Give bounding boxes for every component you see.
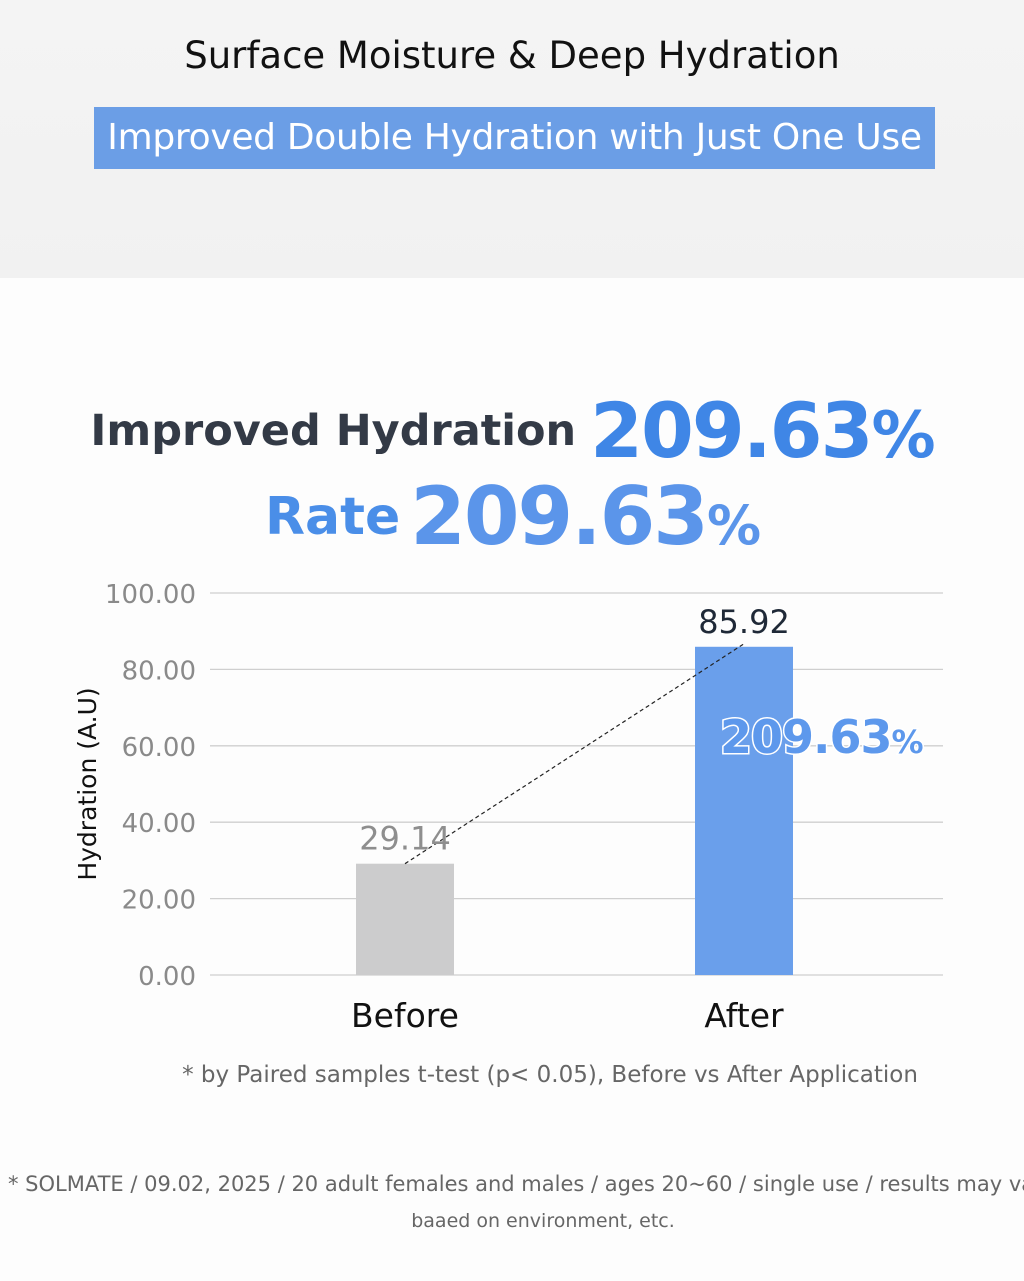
increase-annotation: 209.63%: [720, 710, 924, 764]
headline-percent: %: [871, 399, 935, 473]
footnote: * by Paired samples t-test (p< 0.05), Be…: [182, 1062, 918, 1088]
disclaimer-line-2: baaed on environment, etc.: [411, 1210, 675, 1232]
increase-percent: %: [892, 723, 924, 761]
y-tick-label: 20.00: [122, 886, 196, 916]
y-axis-label: Hydration (A.U): [73, 687, 102, 880]
bar-before: [356, 863, 454, 975]
rate-label: Rate: [264, 486, 401, 547]
rate-number: 209.63: [410, 470, 709, 563]
x-tick-label: Before: [351, 996, 459, 1035]
increase-number: 209.63: [720, 710, 892, 764]
bar-after: [695, 646, 793, 975]
y-tick-label: 0.00: [138, 962, 196, 992]
data-label-after: 85.92: [698, 603, 790, 641]
headline-secondary: Rate 209.63%: [0, 470, 1024, 563]
headline-number: 209.63: [590, 386, 873, 475]
data-label-before: 29.14: [359, 820, 451, 858]
y-tick-label: 80.00: [122, 656, 196, 686]
headline-primary: Improved Hydration 209.63%: [0, 386, 1024, 475]
headline-value: 209.63%: [590, 386, 935, 475]
disclaimer-line-1: * SOLMATE / 09.02, 2025 / 20 adult femal…: [8, 1172, 1024, 1196]
y-tick-label: 40.00: [122, 809, 196, 839]
headline-banner: Improved Double Hydration with Just One …: [94, 107, 935, 169]
y-tick-label: 60.00: [122, 733, 196, 763]
y-tick-label: 100.00: [105, 580, 196, 610]
rate-percent: %: [706, 494, 761, 557]
rate-value: 209.63%: [410, 470, 761, 563]
headline-label: Improved Hydration: [90, 405, 577, 456]
page-title: Surface Moisture & Deep Hydration: [184, 34, 840, 77]
x-tick-label: After: [704, 996, 784, 1035]
connector-line: [404, 643, 745, 865]
bar-chart: 0.00 20.00 40.00 60.00 80.00 100.00 Hydration …: [73, 580, 943, 1035]
